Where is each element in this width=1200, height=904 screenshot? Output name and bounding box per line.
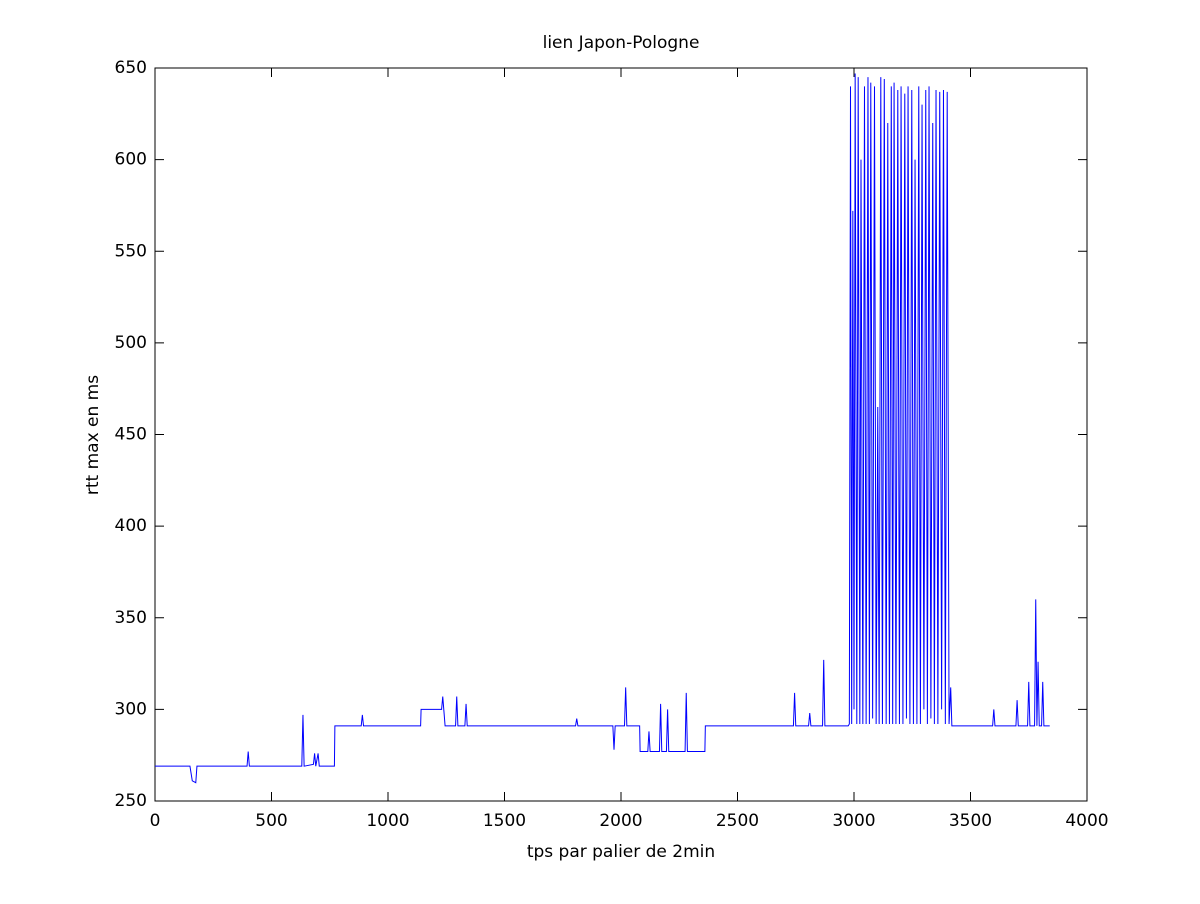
y-axis-label: rtt max en ms bbox=[83, 375, 103, 495]
x-tick-label: 2000 bbox=[599, 811, 642, 831]
y-tick-label: 400 bbox=[115, 516, 147, 536]
x-tick-label: 3000 bbox=[832, 811, 875, 831]
x-tick-label: 3500 bbox=[949, 811, 992, 831]
y-tick-label: 450 bbox=[115, 425, 147, 445]
y-tick-label: 250 bbox=[115, 791, 147, 811]
x-tick-label: 1000 bbox=[366, 811, 409, 831]
chart-title: lien Japon-Pologne bbox=[543, 33, 700, 53]
data-line bbox=[155, 73, 1050, 784]
x-tick-label: 500 bbox=[255, 811, 287, 831]
x-tick-label: 4000 bbox=[1065, 811, 1108, 831]
y-tick-label: 500 bbox=[115, 333, 147, 353]
y-tick-label: 650 bbox=[115, 58, 147, 78]
y-tick-label: 350 bbox=[115, 608, 147, 628]
x-tick-label: 0 bbox=[150, 811, 161, 831]
x-tick-label: 1500 bbox=[483, 811, 526, 831]
y-tick-label: 600 bbox=[115, 150, 147, 170]
y-tick-label: 550 bbox=[115, 241, 147, 261]
x-axis-label: tps par palier de 2min bbox=[527, 842, 715, 862]
x-tick-label: 2500 bbox=[716, 811, 759, 831]
y-tick-label: 300 bbox=[115, 699, 147, 719]
